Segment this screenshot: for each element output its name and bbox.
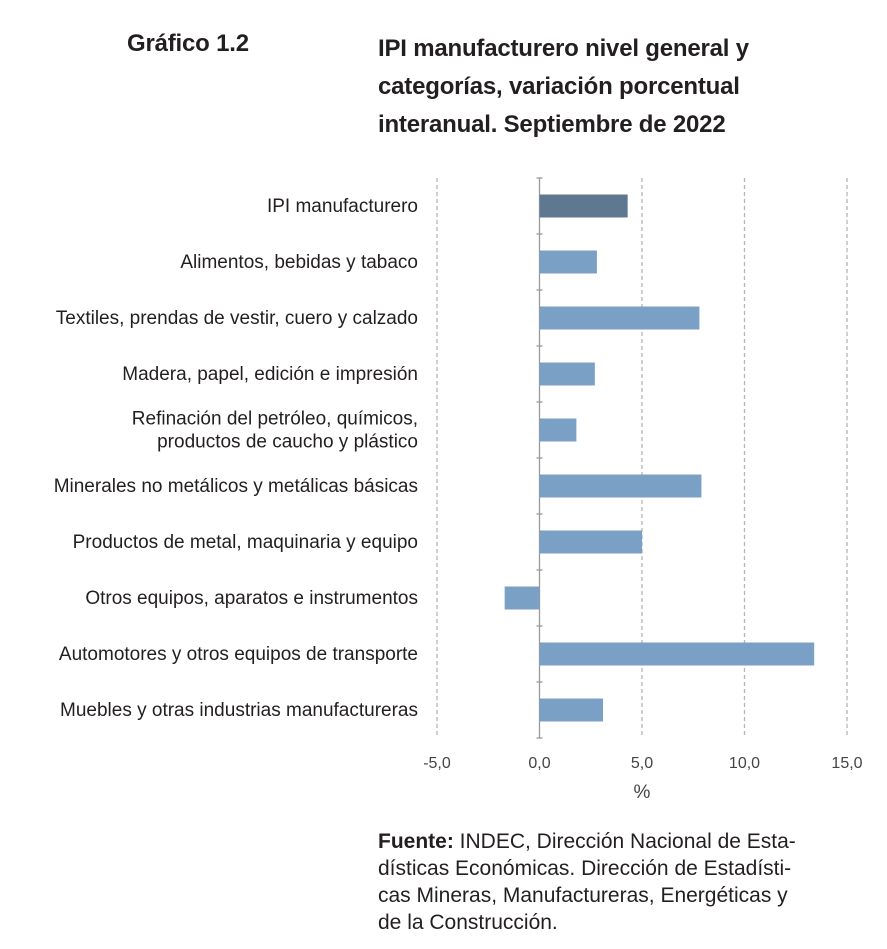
chart-title-line: interanual. Septiembre de 2022 bbox=[378, 111, 726, 138]
chart-title-line: categorías, variación porcentual bbox=[378, 73, 740, 100]
x-tick-label: -5,0 bbox=[423, 755, 451, 772]
bar bbox=[539, 474, 702, 498]
bar bbox=[504, 586, 540, 610]
source-label: Fuente: bbox=[378, 830, 454, 853]
x-tick-label: 0,0 bbox=[528, 755, 550, 772]
chart-title: IPI manufacturero nivel general y catego… bbox=[378, 30, 848, 144]
bar bbox=[539, 362, 595, 386]
category-label: IPI manufacturero bbox=[267, 196, 418, 217]
category-label: Madera, papel, edición e impresión bbox=[122, 364, 418, 385]
x-tick-label: 10,0 bbox=[729, 755, 760, 772]
category-label: Refinación del petróleo, químicos, produc… bbox=[132, 409, 418, 453]
category-label: Otros equipos, aparatos e instrumentos bbox=[85, 588, 418, 609]
bar bbox=[539, 306, 700, 330]
category-label: Muebles y otras industrias manufacturera… bbox=[60, 700, 418, 721]
bar bbox=[539, 642, 815, 666]
bar bbox=[539, 194, 628, 218]
chart-title-line: IPI manufacturero nivel general y bbox=[378, 35, 749, 62]
x-tick-label: 15,0 bbox=[831, 755, 862, 772]
x-tick-label: 5,0 bbox=[631, 755, 653, 772]
category-label: Textiles, prendas de vestir, cuero y cal… bbox=[56, 308, 418, 329]
bar bbox=[539, 530, 642, 554]
bar-chart: IPI manufacturero Alimentos, bebidas y ta… bbox=[54, 177, 863, 803]
bar bbox=[539, 418, 577, 442]
bar bbox=[539, 698, 604, 722]
source-text-line: cas Mineras, Manufactureras, Energéticas… bbox=[378, 884, 788, 907]
source-text-line: INDEC, Dirección Nacional de Esta- bbox=[453, 830, 796, 853]
category-label: Alimentos, bebidas y tabaco bbox=[180, 252, 418, 273]
category-label: Productos de metal, maquinaria y equipo bbox=[73, 532, 418, 553]
bar bbox=[539, 250, 597, 274]
category-label: Minerales no metálicos y metálicas básic… bbox=[54, 476, 418, 497]
figure-label: Gráfico 1.2 bbox=[127, 30, 249, 57]
category-label: Automotores y otros equipos de transport… bbox=[59, 644, 418, 665]
source-note: Fuente: INDEC, Dirección Nacional de Est… bbox=[378, 828, 848, 936]
source-text-line: de la Construcción. bbox=[378, 911, 558, 934]
x-axis-label: % bbox=[634, 782, 651, 803]
source-text-line: dísticas Económicas. Dirección de Estadí… bbox=[378, 857, 792, 880]
